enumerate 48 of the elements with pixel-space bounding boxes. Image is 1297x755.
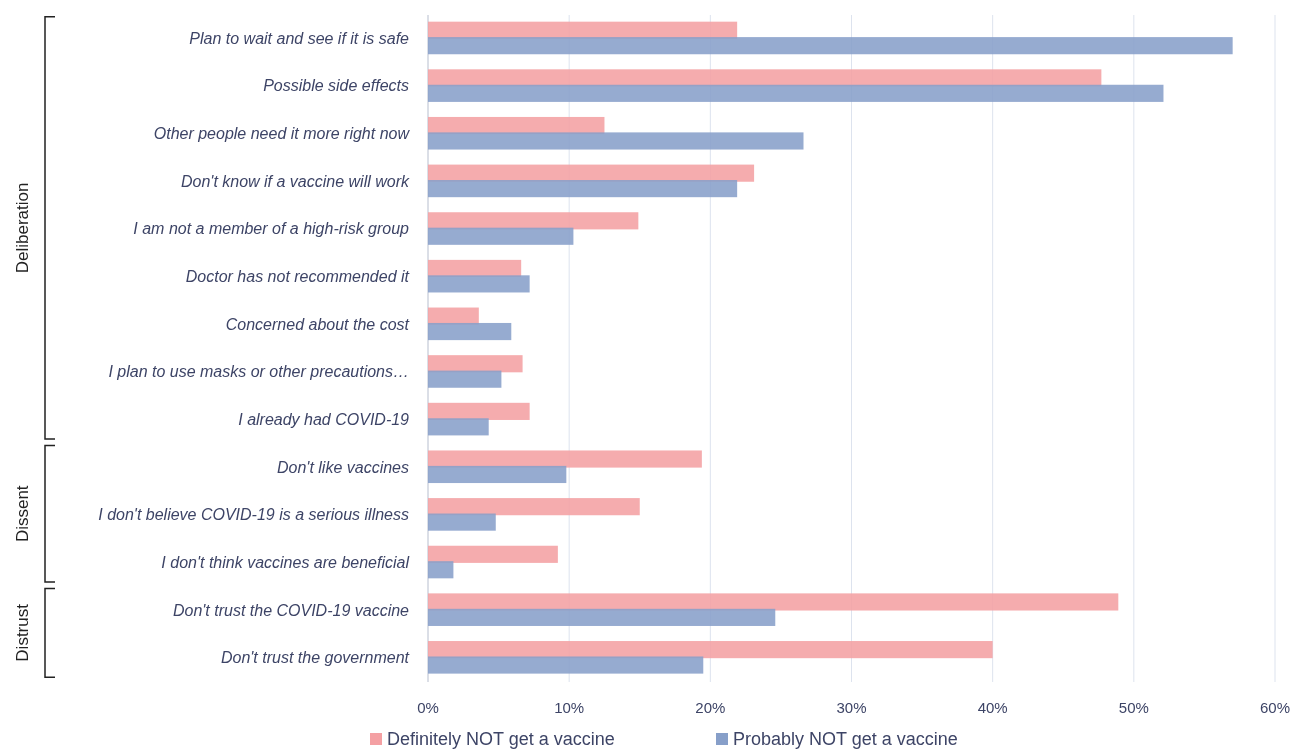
bar <box>428 84 1164 102</box>
y-tick-label: Possible side effects <box>263 77 409 95</box>
y-tick-label: I don't believe COVID-19 is a serious illness <box>98 506 409 524</box>
bar <box>428 465 567 484</box>
bar <box>428 322 512 341</box>
y-tick-label: Other people need it more right now <box>153 125 411 143</box>
y-tick-label: Don't like vaccines <box>277 458 409 476</box>
bar <box>428 545 558 563</box>
y-tick-label: Don't trust the government <box>220 649 410 667</box>
x-tick-label: 30% <box>836 699 867 716</box>
bar <box>428 227 574 245</box>
bar <box>428 608 776 626</box>
y-tick-label: I am not a member of a high-risk group <box>133 220 410 238</box>
bar <box>428 561 454 579</box>
y-tick-label: Plan to wait and see if it is safe <box>189 29 410 47</box>
x-tick-label: 60% <box>1259 699 1291 716</box>
bar <box>428 641 993 659</box>
bar <box>428 402 530 420</box>
x-tick-label: 20% <box>695 699 726 716</box>
bar <box>428 370 502 388</box>
y-tick-label: Don't know if a vaccine will work <box>180 172 410 190</box>
y-tick-label: I don't think vaccines are beneficial <box>161 553 410 571</box>
bar <box>428 355 523 373</box>
y-tick-label: Don't trust the COVID-19 vaccine <box>172 601 410 619</box>
legend-label: Definitely NOT get a vaccine <box>387 729 615 749</box>
x-tick-label: 10% <box>554 699 585 716</box>
y-tick-label: Doctor has not recommended it <box>185 268 410 286</box>
y-tick-label: I plan to use masks or other precautions… <box>108 363 409 381</box>
bar <box>428 418 489 436</box>
text: Distrust <box>13 603 32 662</box>
bar <box>428 450 702 468</box>
bar <box>428 132 804 150</box>
bar <box>428 513 496 531</box>
bar <box>428 212 639 230</box>
bar <box>428 37 1233 55</box>
x-tick-label: 50% <box>1118 699 1149 716</box>
y-tick-label: I already had COVID-19 <box>238 410 410 428</box>
x-tick-label: 40% <box>977 699 1008 716</box>
bar <box>428 656 704 674</box>
y-tick-label: Concerned about the cost <box>225 315 410 333</box>
text: Deliberation <box>13 182 32 274</box>
x-tick-label: 0% <box>417 699 439 716</box>
bar <box>428 180 738 198</box>
bar <box>428 275 530 293</box>
bar <box>428 498 640 516</box>
text: Dissent <box>13 485 32 543</box>
legend-label: Probably NOT get a vaccine <box>733 729 958 749</box>
bar <box>428 593 1119 611</box>
